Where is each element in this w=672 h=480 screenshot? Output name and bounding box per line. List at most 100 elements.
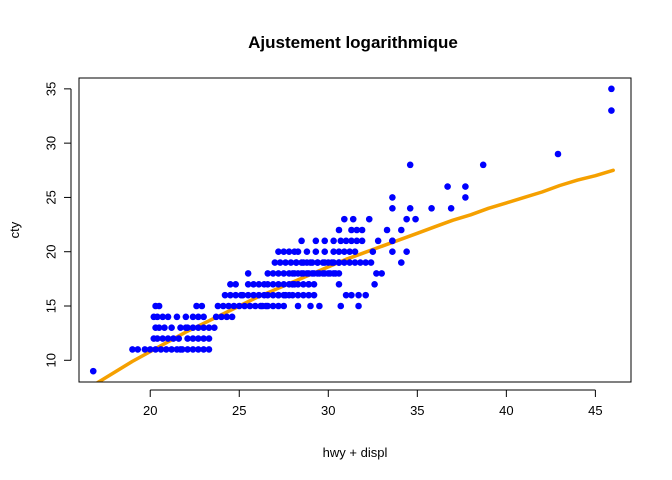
data-point: [157, 346, 165, 353]
data-point: [358, 226, 366, 234]
data-point: [195, 335, 202, 342]
data-point: [335, 280, 343, 288]
data-point: [351, 259, 359, 266]
data-point: [212, 313, 220, 321]
data-point: [189, 313, 197, 321]
data-point: [321, 248, 329, 256]
data-point: [168, 324, 175, 332]
data-point: [321, 259, 329, 266]
data-point: [397, 226, 405, 234]
data-point: [211, 324, 218, 332]
data-point: [342, 237, 350, 245]
data-point: [227, 291, 234, 299]
data-point: [305, 280, 313, 288]
data-point: [362, 259, 369, 266]
data-point: [205, 324, 213, 332]
data-point: [230, 302, 238, 310]
data-point: [462, 183, 469, 190]
data-point: [307, 259, 314, 266]
data-point: [195, 313, 202, 321]
data-point: [389, 194, 396, 201]
data-point: [358, 237, 366, 245]
data-point: [447, 204, 455, 212]
data-point: [330, 237, 337, 245]
data-point: [341, 215, 348, 223]
data-point: [189, 324, 197, 332]
data-point: [241, 302, 248, 310]
data-point: [146, 346, 154, 353]
data-point: [397, 259, 405, 266]
data-point: [403, 215, 410, 223]
y-tick-label: 10: [44, 353, 59, 367]
data-point: [164, 313, 172, 321]
data-point: [264, 270, 272, 277]
data-point: [255, 280, 263, 288]
data-point: [330, 270, 337, 277]
data-point: [608, 85, 615, 93]
data-point: [173, 313, 181, 321]
data-point: [294, 248, 302, 256]
data-point: [355, 291, 362, 299]
y-axis-label: cty: [7, 221, 22, 238]
data-point: [298, 270, 305, 277]
data-point: [227, 280, 234, 288]
data-point: [164, 335, 172, 342]
data-point: [285, 248, 293, 256]
data-point: [300, 259, 307, 266]
data-point: [316, 302, 323, 310]
data-point: [244, 270, 252, 277]
data-point: [221, 291, 229, 299]
data-point: [353, 237, 361, 245]
data-point: [282, 259, 289, 266]
data-point: [337, 302, 345, 310]
data-point: [232, 291, 239, 299]
data-point: [182, 313, 190, 321]
data-point: [200, 335, 207, 342]
data-point: [373, 270, 380, 277]
data-point: [141, 346, 149, 353]
data-point: [246, 302, 254, 310]
data-point: [235, 302, 243, 310]
data-point: [312, 237, 320, 245]
points-layer: [89, 85, 615, 375]
data-point: [308, 270, 316, 277]
plot-frame: [78, 77, 632, 383]
data-point: [346, 248, 353, 256]
data-point: [269, 270, 277, 277]
x-tick-label: 40: [499, 403, 513, 418]
data-point: [223, 313, 231, 321]
data-point: [300, 280, 307, 288]
data-point: [349, 215, 357, 223]
data-point: [378, 270, 386, 277]
data-point: [324, 270, 332, 277]
data-point: [280, 248, 288, 256]
y-tick-label: 35: [44, 82, 59, 96]
data-point: [312, 248, 320, 256]
data-point: [244, 280, 252, 288]
data-point: [269, 291, 277, 299]
data-point: [289, 280, 296, 288]
data-point: [154, 313, 161, 321]
data-point: [280, 280, 288, 288]
data-point: [200, 324, 207, 332]
data-point: [251, 302, 259, 310]
x-tick-label: 20: [143, 403, 157, 418]
data-point: [321, 237, 329, 245]
data-point: [428, 204, 435, 212]
data-point: [219, 302, 227, 310]
data-point: [193, 302, 200, 310]
data-point: [175, 335, 183, 342]
data-point: [225, 302, 232, 310]
data-point: [244, 291, 252, 299]
data-point: [269, 302, 277, 310]
data-point: [300, 291, 307, 299]
data-point: [189, 335, 197, 342]
fit-line-layer: [95, 168, 615, 382]
data-point: [154, 335, 161, 342]
data-point: [406, 204, 414, 212]
data-point: [264, 280, 272, 288]
data-point: [289, 270, 296, 277]
data-point: [307, 302, 314, 310]
